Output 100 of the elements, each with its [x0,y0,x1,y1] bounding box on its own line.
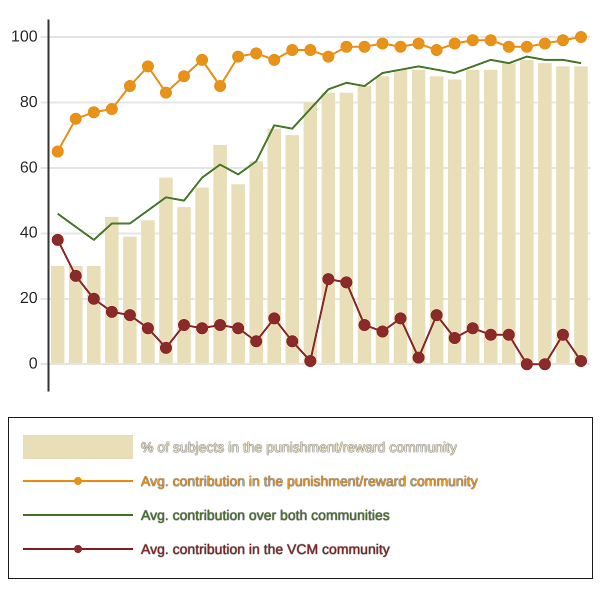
point [394,312,407,324]
point [52,234,64,246]
point [484,328,497,341]
bar [412,70,426,364]
point [574,30,587,43]
point [556,34,569,46]
bar [322,92,336,364]
bar [574,66,588,364]
point [376,38,388,50]
point [304,44,316,56]
point [160,342,172,354]
y-tick-label: 0 [28,356,38,373]
y-tick-label: 40 [20,224,38,242]
point [160,86,172,99]
point [142,60,154,72]
y-tick-label: 80 [20,94,38,111]
text: % of subjects in the punishment/reward community [141,439,457,455]
point [250,335,262,348]
point [70,112,82,125]
bar [50,266,64,364]
point [502,328,515,341]
point [88,106,100,118]
point [106,102,118,115]
bar [484,70,498,364]
point [394,40,407,53]
point [466,34,479,46]
bar [123,236,137,364]
bar [286,135,300,364]
text: Avg. contribution in the VCM community [141,541,390,557]
point [178,318,190,331]
bar [340,92,354,364]
y-tick-label: 60 [20,159,38,176]
point [574,354,587,367]
bar [376,76,390,364]
point [358,318,370,331]
bar [448,80,462,364]
point [430,309,443,322]
point [340,276,352,288]
bar [430,76,444,364]
text: Avg. contribution over both communities [141,507,390,523]
bar [213,144,227,364]
point [412,38,425,50]
bar [502,63,516,364]
point [556,328,569,341]
point [124,80,136,92]
bar [177,207,191,364]
point [232,322,244,334]
point [214,80,226,92]
point [124,309,136,322]
point [88,292,100,305]
point [502,40,515,53]
point [448,38,461,50]
point [286,44,298,56]
point [286,335,298,348]
bar [141,220,155,364]
bar [231,184,245,364]
bar [267,128,282,364]
point [358,40,370,53]
point [520,40,533,53]
point [268,312,280,324]
point [466,322,479,334]
point [268,54,280,66]
point [322,273,334,286]
text: Avg. contribution in the punishment/reward community [141,473,478,489]
bar [68,266,83,364]
bar [87,266,101,364]
bar [394,70,408,364]
point [340,40,352,53]
bar [556,66,570,364]
point [196,322,208,334]
bar [358,86,372,364]
bar [195,188,209,364]
bar [105,216,119,364]
point [178,70,190,82]
point [196,54,208,66]
y-tick-label: 20 [20,290,38,308]
bar [159,178,173,364]
point [538,38,551,50]
point [520,358,533,370]
point [250,47,262,60]
point [70,270,82,282]
point [142,322,154,334]
point [214,318,226,331]
point [322,50,334,63]
point [484,34,497,46]
point [538,358,551,370]
bar [538,63,552,364]
point [52,146,64,158]
point [376,325,388,338]
point [412,352,425,364]
point [430,44,443,56]
point [232,50,244,63]
point [106,306,118,318]
point [304,354,316,367]
point [448,332,461,344]
y-tick-label: 100 [10,28,38,46]
bar [466,70,480,364]
bar [249,161,263,364]
bar [304,102,318,364]
bar [520,60,534,364]
